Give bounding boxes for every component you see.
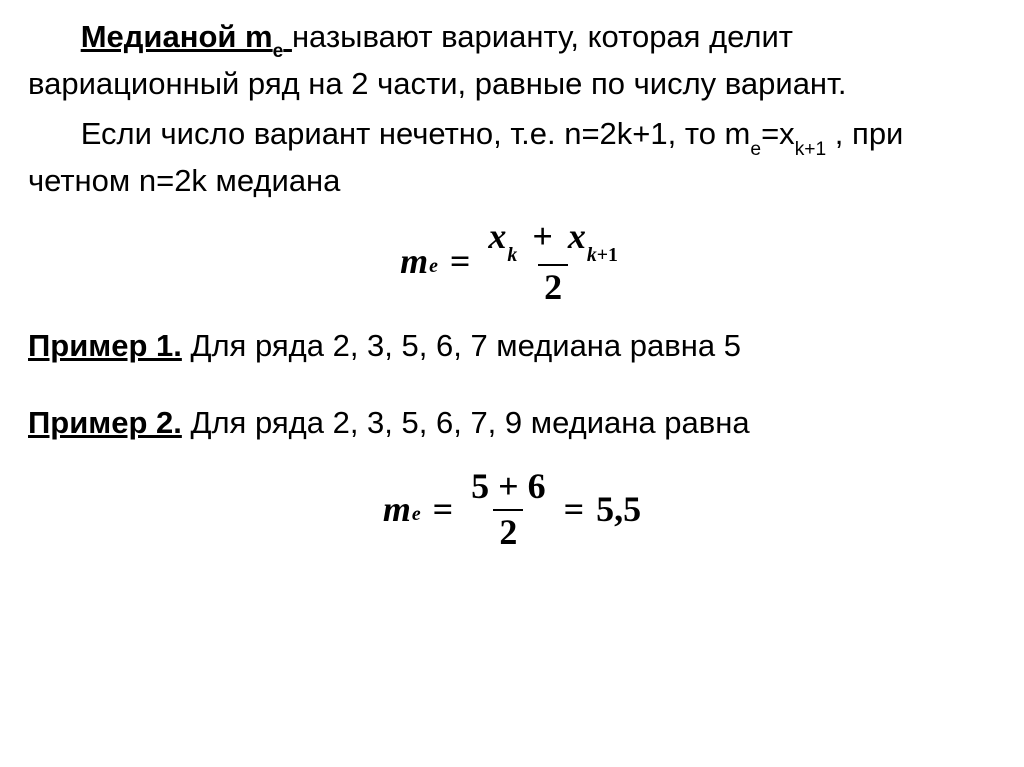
- cond-t1: Если число вариант нечетно, т.е. n=2k+1,…: [81, 116, 751, 151]
- lhs-m: m: [400, 237, 428, 287]
- numerator: xk + xk+1: [482, 217, 623, 264]
- denominator: 2: [538, 264, 568, 308]
- formula-example-2: me = 5 + 6 2 = 5,5: [28, 467, 996, 552]
- example-1: Пример 1. Для ряда 2, 3, 5, 6, 7 медиана…: [28, 325, 996, 368]
- page-content: Медианой me называют варианту, которая д…: [0, 0, 1024, 552]
- plus-sign: +: [532, 216, 553, 256]
- fraction: xk + xk+1 2: [482, 217, 623, 308]
- num-s2: k+1: [587, 244, 618, 266]
- term-median: Медианой me: [81, 19, 292, 54]
- condition-paragraph: Если число вариант нечетно, т.е. n=2k+1,…: [28, 113, 996, 202]
- formula-median-even: me = xk + xk+1 2: [28, 217, 996, 308]
- num-x2: x: [568, 216, 586, 256]
- num-s1: k: [507, 244, 517, 266]
- num-s2b: +1: [597, 244, 618, 266]
- num-x1: x: [488, 216, 506, 256]
- formula-inner: me = xk + xk+1 2: [400, 217, 624, 308]
- cond-s2: k+1: [795, 139, 827, 160]
- num-s2a: k: [587, 244, 597, 266]
- example-1-text: Для ряда 2, 3, 5, 6, 7 медиана равна 5: [182, 328, 741, 363]
- equals-sign: =: [450, 237, 471, 287]
- example-1-label: Пример 1.: [28, 328, 182, 363]
- f2-lhs-m: m: [383, 485, 411, 535]
- example-2: Пример 2. Для ряда 2, 3, 5, 6, 7, 9 меди…: [28, 402, 996, 445]
- f2-den: 2: [493, 509, 523, 553]
- formula2-inner: me = 5 + 6 2 = 5,5: [383, 467, 641, 552]
- cond-s1: e: [750, 139, 761, 160]
- cond-t2: =x: [761, 116, 795, 151]
- f2-eq2: =: [564, 485, 585, 535]
- f2-lhs-sub: e: [412, 501, 421, 528]
- example-2-label: Пример 2.: [28, 405, 182, 440]
- definition-paragraph: Медианой me называют варианту, которая д…: [28, 16, 996, 105]
- term-text: Медианой m: [81, 19, 273, 54]
- term-sub: e: [273, 41, 284, 62]
- example-2-text: Для ряда 2, 3, 5, 6, 7, 9 медиана равна: [182, 405, 750, 440]
- f2-result: 5,5: [596, 485, 641, 535]
- f2-eq1: =: [433, 485, 454, 535]
- f2-num: 5 + 6: [465, 467, 552, 509]
- lhs-sub: e: [429, 253, 438, 280]
- f2-fraction: 5 + 6 2: [465, 467, 552, 552]
